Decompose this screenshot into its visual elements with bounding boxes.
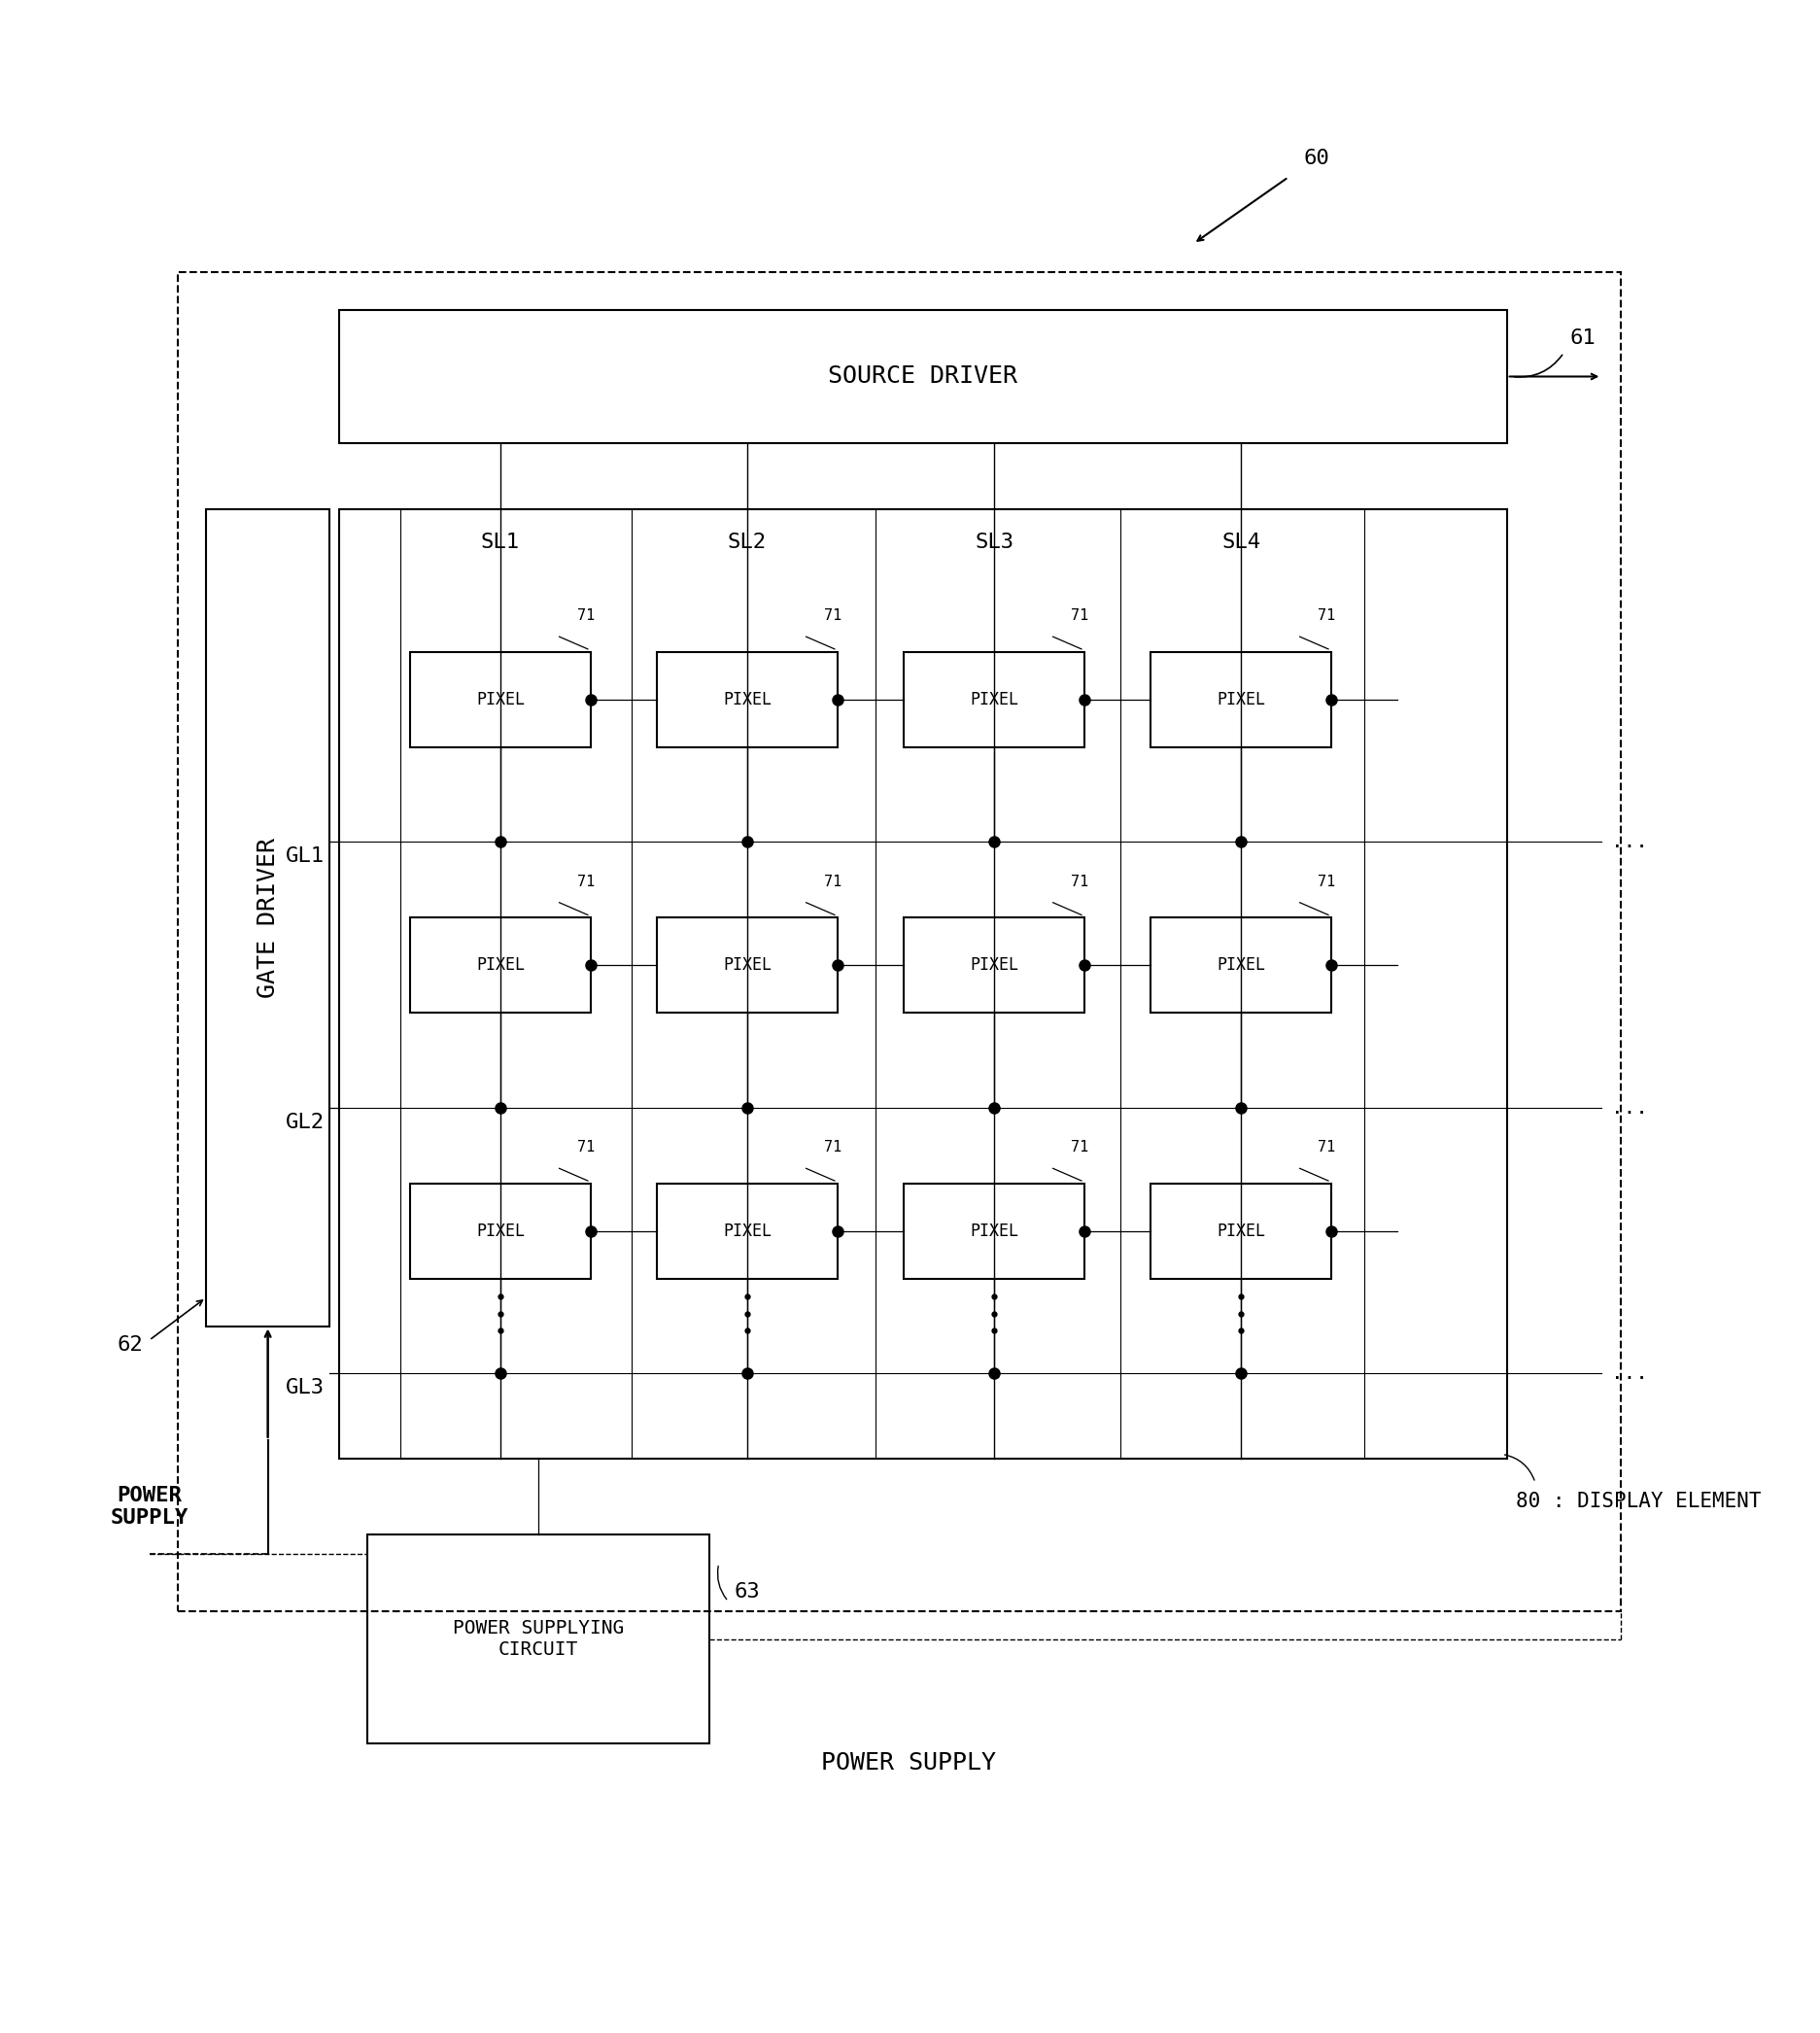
Text: SL4: SL4 [1221,533,1259,553]
Text: PIXEL: PIXEL [723,691,772,707]
Text: 80 : DISPLAY ELEMENT: 80 : DISPLAY ELEMENT [1516,1492,1760,1513]
Text: 71: 71 [577,608,595,622]
Text: 71: 71 [1318,608,1334,622]
Text: PIXEL: PIXEL [475,956,524,974]
Text: GATE DRIVER: GATE DRIVER [257,838,278,998]
Text: 71: 71 [1070,1141,1088,1155]
Text: ...: ... [1611,1098,1647,1118]
Text: 71: 71 [1318,1141,1334,1155]
Text: SOURCE DRIVER: SOURCE DRIVER [828,364,1017,388]
Text: PIXEL: PIXEL [1216,956,1265,974]
Text: SL1: SL1 [480,533,521,553]
Text: POWER SUPPLY: POWER SUPPLY [821,1750,996,1775]
Text: SL3: SL3 [974,533,1014,553]
Text: 71: 71 [577,1141,595,1155]
Text: 71: 71 [823,874,841,888]
Text: ...: ... [1611,831,1647,852]
Text: 71: 71 [823,1141,841,1155]
Text: POWER
SUPPLY: POWER SUPPLY [109,1486,187,1527]
Text: PIXEL: PIXEL [723,956,772,974]
Text: ...: ... [1611,1364,1647,1382]
Text: PIXEL: PIXEL [1216,1222,1265,1240]
Text: PIXEL: PIXEL [970,1222,1017,1240]
Text: GL2: GL2 [286,1112,324,1132]
Text: PIXEL: PIXEL [1216,691,1265,707]
Text: 62: 62 [116,1336,144,1354]
Text: 63: 63 [733,1582,761,1602]
Text: 60: 60 [1303,148,1329,169]
Text: 71: 71 [577,874,595,888]
Text: 71: 71 [1070,608,1088,622]
Text: PIXEL: PIXEL [970,691,1017,707]
Text: PIXEL: PIXEL [475,1222,524,1240]
Text: PIXEL: PIXEL [970,956,1017,974]
Text: POWER SUPPLYING
CIRCUIT: POWER SUPPLYING CIRCUIT [453,1620,624,1659]
Text: GL1: GL1 [286,846,324,866]
Text: PIXEL: PIXEL [723,1222,772,1240]
Text: PIXEL: PIXEL [475,691,524,707]
Text: 71: 71 [1318,874,1334,888]
Text: 61: 61 [1569,329,1594,348]
Text: 71: 71 [823,608,841,622]
Text: SL2: SL2 [728,533,766,553]
Text: GL3: GL3 [286,1378,324,1399]
Text: 71: 71 [1070,874,1088,888]
